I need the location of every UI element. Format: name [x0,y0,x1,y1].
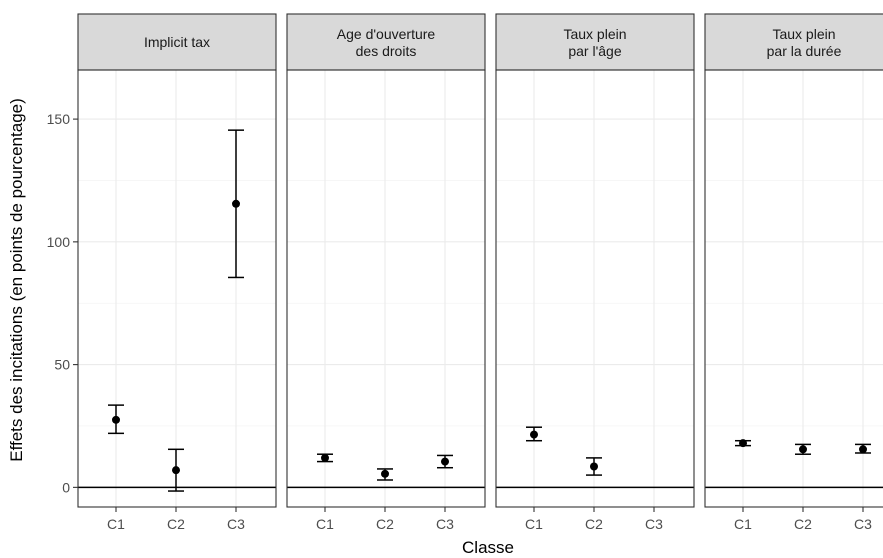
x-tick-label: C1 [734,516,752,532]
y-tick-label: 0 [62,479,70,495]
facet-title-line: Taux plein [563,26,626,42]
x-tick-label: C1 [525,516,543,532]
data-point [590,462,598,471]
data-point [530,430,538,439]
facet-title-line: Implicit tax [144,34,210,50]
x-tick-label: C2 [167,516,185,532]
x-tick-label: C3 [227,516,245,532]
x-tick-label: C2 [585,516,603,532]
x-tick-label: C2 [794,516,812,532]
data-point [232,199,240,208]
facet-strip [286,13,486,71]
data-point [172,466,180,475]
y-tick-label: 50 [54,357,70,373]
data-point [739,439,747,448]
y-tick-label: 150 [47,111,71,127]
x-tick-label: C3 [436,516,454,532]
data-point [859,445,867,454]
facet-strip [77,13,277,71]
data-point [112,415,120,424]
x-tick-label: C2 [376,516,394,532]
y-axis-title: Effets des incitations (en points de pou… [7,98,26,462]
x-tick-label: C3 [645,516,663,532]
facet-title-line: Taux plein [772,26,835,42]
y-axis: 0 50 100 150 [47,111,78,495]
panel-background [496,70,694,507]
facet-title-line: des droits [356,43,417,59]
data-point [381,469,389,478]
data-point [441,457,449,466]
panel-background [287,70,485,507]
facet-title-line: par la durée [767,43,842,59]
x-tick-label: C3 [854,516,872,532]
panel-border [495,69,695,508]
facet-title-line: par l'âge [568,43,621,59]
x-axis-title: Classe [462,538,514,557]
panel-1: Implicit tax C1 C2 C3 [77,13,277,532]
x-tick-label: C1 [107,516,125,532]
panel-border [286,69,486,508]
facet-strip [704,13,883,71]
facet-title-line: Age d'ouverture [337,26,436,42]
data-point [799,445,807,454]
x-tick-label: C1 [316,516,334,532]
panel-background [78,70,276,507]
panel-border [704,69,883,508]
data-point [321,453,329,462]
panel-border [77,69,277,508]
y-tick-label: 100 [47,234,71,250]
panel-background [705,70,883,507]
facet-strip [495,13,695,71]
